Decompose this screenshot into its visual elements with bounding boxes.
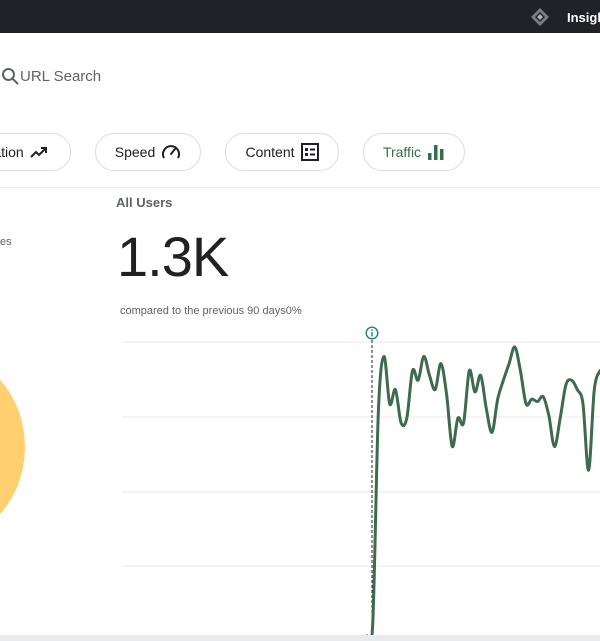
search-input[interactable] — [20, 67, 220, 85]
speedometer-icon — [162, 145, 181, 159]
donut-chart-slice — [0, 379, 25, 515]
tab-label: Content — [245, 144, 295, 160]
metric-title: All Users — [116, 195, 173, 210]
tab-label: Traffic — [382, 144, 422, 160]
tab-label: ation — [0, 144, 24, 160]
search-icon — [2, 68, 19, 85]
tab-label: Speed — [114, 144, 156, 160]
tab-content[interactable]: Content — [225, 133, 339, 171]
tab-speed[interactable]: Speed — [95, 133, 201, 171]
top-app-bar: Insigh — [0, 0, 600, 33]
left-panel-label: es — [0, 236, 12, 248]
tab-navigation[interactable]: ation — [0, 133, 71, 171]
brand-name[interactable]: Insigh — [567, 10, 600, 25]
url-search[interactable] — [0, 64, 220, 88]
donut-slice — [0, 379, 25, 515]
horizontal-scrollbar[interactable] — [0, 635, 600, 641]
trending-up-icon — [29, 147, 47, 158]
metric-comparison: compared to the previous 90 days0% — [120, 305, 302, 317]
info-icon[interactable] — [365, 326, 379, 340]
tab-traffic[interactable]: Traffic — [363, 133, 465, 171]
metric-value: 1.3K — [117, 225, 229, 288]
section-divider — [0, 187, 600, 188]
bar-chart-icon — [428, 145, 444, 160]
series-line-all-users — [365, 345, 600, 641]
content-list-icon — [300, 143, 319, 161]
diamond-logo-icon[interactable] — [530, 7, 550, 27]
